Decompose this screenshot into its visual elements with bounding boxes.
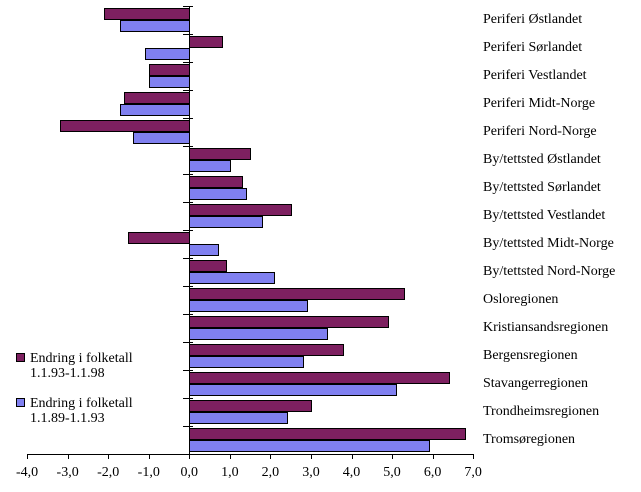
- bar-89-93: [189, 300, 308, 312]
- category-tick: [183, 146, 193, 147]
- category-tick: [183, 258, 193, 259]
- category-tick: [183, 34, 193, 35]
- x-axis-line: [27, 454, 474, 455]
- category-label: Kristiansandsregionen: [483, 320, 609, 335]
- bar-89-93: [120, 20, 191, 32]
- bar-93-98: [104, 8, 191, 20]
- x-axis-tick-label: 5,0: [383, 465, 401, 480]
- x-axis-tick-label: 6,0: [423, 465, 442, 480]
- x-axis-tick: [270, 454, 272, 459]
- x-axis-tick-label: 4,0: [342, 465, 361, 480]
- bar-89-93: [189, 272, 276, 284]
- bar-89-93: [189, 188, 248, 200]
- x-axis-tick-label: 7,0: [464, 465, 482, 480]
- x-axis-tick-label: 2,0: [261, 465, 280, 480]
- category-label: Bergensregionen: [483, 348, 578, 363]
- category-label: Periferi Vestlandet: [483, 68, 587, 83]
- legend-entry-93-98: Endring i folketall 1.1.93-1.1.98: [16, 351, 216, 381]
- bar-93-98: [124, 92, 191, 104]
- category-label: By/tettsted Nord-Norge: [483, 264, 616, 279]
- category-label: By/tettsted Vestlandet: [483, 208, 606, 223]
- bar-93-98: [189, 36, 223, 48]
- category-tick: [183, 342, 193, 343]
- bar-89-93: [189, 440, 430, 452]
- bar-93-98: [189, 316, 389, 328]
- x-axis-tick-label: -4,0: [16, 465, 39, 480]
- category-label: Tromsøregionen: [483, 432, 576, 447]
- category-tick: [183, 314, 193, 315]
- bar-93-98: [189, 288, 406, 300]
- category-tick: [183, 370, 193, 371]
- category-tick: [183, 202, 193, 203]
- bar-93-98: [189, 428, 467, 440]
- legend-label-line2: 1.1.93-1.1.98: [30, 366, 105, 381]
- bar-89-93: [120, 104, 191, 116]
- category-tick: [183, 398, 193, 399]
- bar-89-93: [144, 48, 191, 60]
- category-tick: [183, 174, 193, 175]
- category-label: By/tettsted Sørlandet: [483, 180, 601, 195]
- category-tick: [183, 90, 193, 91]
- x-axis-tick: [432, 454, 434, 459]
- legend-label-line1: Endring i folketall: [30, 396, 133, 411]
- bar-93-98: [128, 232, 191, 244]
- x-axis-tick-label: -1,0: [137, 465, 160, 480]
- category-label: By/tettsted Østlandet: [483, 152, 601, 167]
- legend-label-line1: Endring i folketall: [30, 351, 133, 366]
- category-label: Periferi Østlandet: [483, 12, 583, 27]
- bar-93-98: [189, 176, 243, 188]
- x-axis-tick: [229, 454, 231, 459]
- bar-93-98: [189, 148, 252, 160]
- bar-93-98: [59, 120, 191, 132]
- bar-89-93: [148, 76, 191, 88]
- category-label: Periferi Nord-Norge: [483, 124, 597, 139]
- bar-89-93: [189, 328, 329, 340]
- category-tick: [183, 230, 193, 231]
- bar-89-93: [189, 216, 264, 228]
- bar-89-93: [189, 160, 231, 172]
- x-axis-tick-label: -2,0: [97, 465, 120, 480]
- category-tick: [183, 118, 193, 119]
- legend-entry-89-93: Endring i folketall 1.1.89-1.1.93: [16, 396, 216, 426]
- category-label: Periferi Sørlandet: [483, 40, 583, 55]
- category-label: Stavangerregionen: [483, 376, 588, 391]
- bar-89-93: [189, 384, 398, 396]
- x-axis-tick-label: 1,0: [221, 465, 239, 480]
- x-axis-tick: [67, 454, 69, 459]
- x-axis-tick: [392, 454, 394, 459]
- category-label: Periferi Midt-Norge: [483, 96, 596, 111]
- x-axis-tick: [189, 454, 191, 459]
- category-tick: [183, 62, 193, 63]
- x-axis-tick: [310, 454, 312, 459]
- legend-swatch-93-98-icon: [16, 353, 25, 362]
- category-tick: [183, 6, 193, 7]
- x-axis-tick: [27, 454, 29, 459]
- x-axis-tick-label: 3,0: [302, 465, 320, 480]
- bar-93-98: [148, 64, 191, 76]
- category-label: Osloregionen: [483, 292, 559, 307]
- legend-label-line2: 1.1.89-1.1.93: [30, 411, 105, 426]
- bar-89-93: [132, 132, 191, 144]
- legend-swatch-89-93-icon: [16, 398, 25, 407]
- x-axis-tick: [148, 454, 150, 459]
- bar-89-93: [189, 244, 219, 256]
- category-label: Trondheimsregionen: [483, 404, 600, 419]
- x-axis-tick: [473, 454, 475, 459]
- bar-93-98: [189, 260, 227, 272]
- x-axis-tick-label: -3,0: [56, 465, 79, 480]
- x-axis-tick: [108, 454, 110, 459]
- category-tick: [183, 426, 193, 427]
- x-axis-tick-label: 0,0: [180, 465, 199, 480]
- category-tick: [183, 286, 193, 287]
- bar-93-98: [189, 372, 450, 384]
- bar-93-98: [189, 204, 292, 216]
- x-axis-tick: [351, 454, 353, 459]
- category-label: By/tettsted Midt-Norge: [483, 236, 614, 251]
